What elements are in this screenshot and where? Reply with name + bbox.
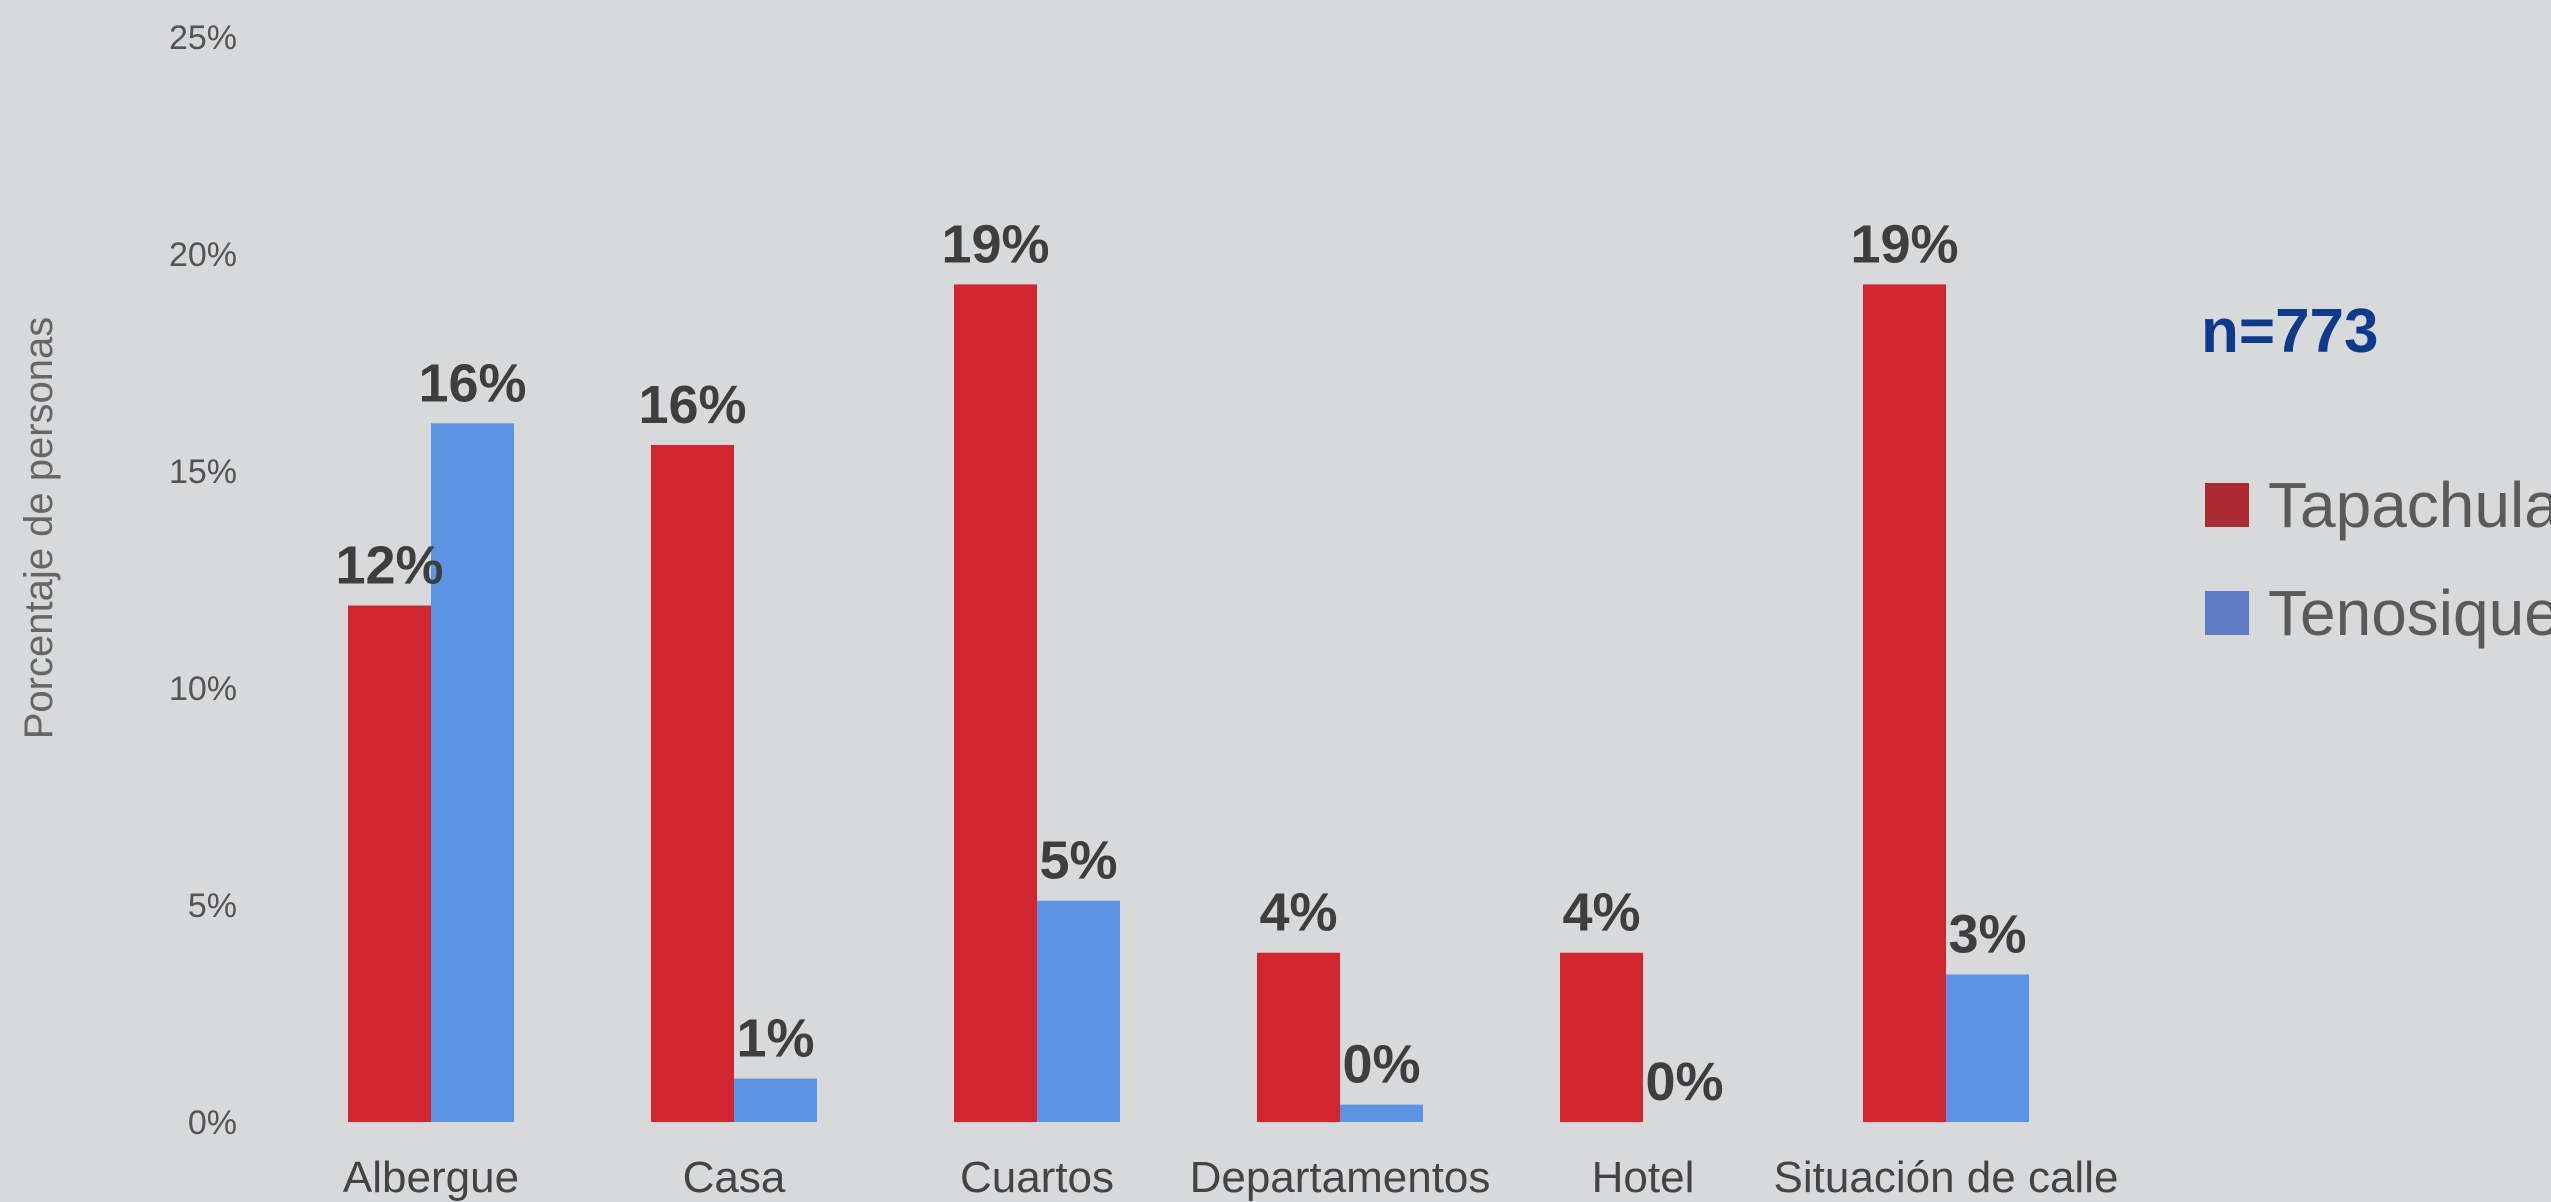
data-label: 19%	[941, 214, 1049, 274]
bar-tenosique	[1946, 974, 2029, 1122]
x-category-label: Albergue	[343, 1153, 519, 1202]
x-category-label: Casa	[683, 1153, 786, 1202]
data-label: 0%	[1645, 1052, 1723, 1112]
x-category-label: Hotel	[1592, 1153, 1695, 1202]
bar-tapachula	[1863, 284, 1946, 1122]
data-label: 4%	[1562, 883, 1640, 943]
data-label: 12%	[335, 536, 443, 596]
bar-tenosique	[431, 423, 514, 1122]
data-label: 16%	[418, 353, 526, 413]
y-tick-label: 25%	[169, 19, 237, 57]
data-label: 1%	[736, 1009, 814, 1069]
y-axis-title: Porcentaje de personas	[17, 317, 61, 740]
y-tick-label: 15%	[169, 453, 237, 491]
data-label: 4%	[1259, 883, 1337, 943]
legend-label: Tapachula	[2268, 469, 2551, 541]
legend: Tapachula Tenosique	[2205, 469, 2551, 649]
data-label: 3%	[1948, 904, 2026, 964]
x-axis-labels: Albergue Casa Cuartos Departamentos Hotel Sit…	[343, 1153, 2119, 1202]
data-label: 0%	[1342, 1035, 1420, 1095]
legend-swatch-tenosique	[2205, 591, 2249, 635]
bar-tenosique	[1340, 1104, 1423, 1122]
y-tick-label: 20%	[169, 236, 237, 274]
sample-size-annotation: n=773	[2201, 297, 2379, 366]
data-label: 16%	[638, 375, 746, 435]
bar-tapachula	[651, 444, 734, 1123]
bar-tapachula	[1560, 952, 1643, 1122]
bars	[348, 284, 2029, 1123]
legend-swatch-tapachula	[2205, 483, 2249, 527]
bar-tenosique	[734, 1078, 817, 1122]
y-tick-label: 10%	[169, 670, 237, 708]
data-labels: 12% 16% 16% 1% 19% 5% 4% 0% 4% 0% 19% 3%	[335, 214, 2026, 1112]
x-category-label: Departamentos	[1190, 1153, 1491, 1202]
y-tick-label: 5%	[188, 887, 237, 925]
bar-tapachula	[1257, 952, 1340, 1122]
legend-label: Tenosique	[2268, 577, 2551, 649]
bar-tapachula	[954, 284, 1037, 1122]
x-category-label: Cuartos	[960, 1153, 1114, 1202]
data-label: 19%	[1850, 214, 1958, 274]
x-category-label: Situación de calle	[1774, 1153, 2119, 1202]
bar-tapachula	[348, 605, 431, 1122]
bar-tenosique	[1037, 900, 1120, 1122]
y-axis-ticks: 0% 5% 10% 15% 20% 25%	[169, 19, 237, 1142]
y-tick-label: 0%	[188, 1104, 237, 1142]
data-label: 5%	[1039, 831, 1117, 891]
